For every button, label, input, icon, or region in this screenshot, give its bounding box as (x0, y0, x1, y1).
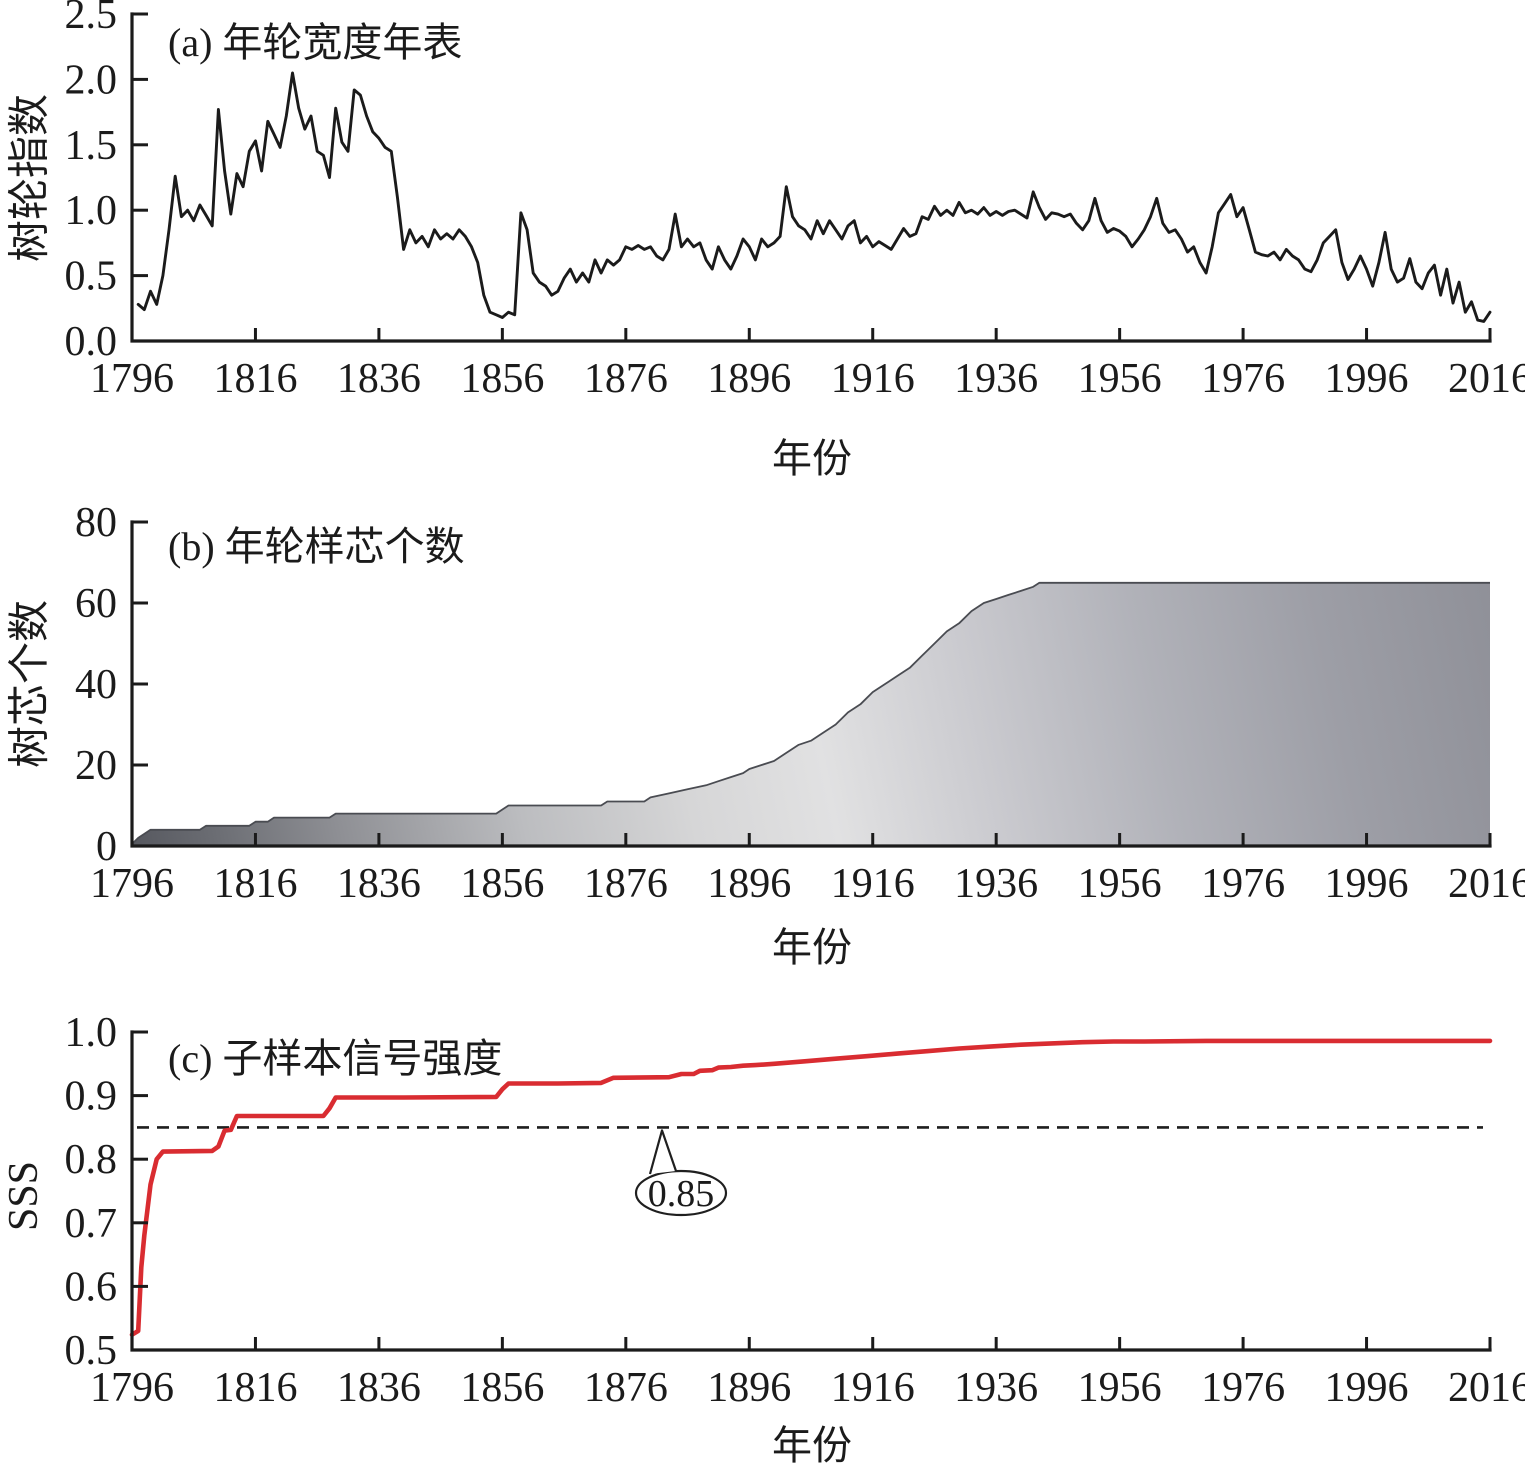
x-tick-label: 1896 (707, 356, 791, 402)
x-tick-label: 1916 (831, 1365, 915, 1411)
x-tick-label: 1796 (90, 356, 174, 402)
y-tick-label: 20 (75, 743, 117, 789)
panel-a-axes (130, 12, 1492, 343)
panel-b-core-count-area (132, 582, 1490, 846)
y-tick-label: 0.0 (65, 319, 118, 365)
y-tick-label: 0 (96, 824, 117, 870)
panel-a-y-axis-title: 树轮指数 (7, 93, 54, 263)
y-tick-label: 1.5 (65, 123, 118, 169)
x-tick-label: 1856 (460, 861, 544, 907)
y-tick-label: 0.6 (65, 1264, 118, 1310)
y-tick-label: 0.5 (65, 1328, 118, 1374)
x-tick-label: 1896 (707, 861, 791, 907)
x-tick-label: 1956 (1078, 356, 1162, 402)
x-tick-label: 1936 (954, 1365, 1038, 1411)
x-tick-label: 1936 (954, 861, 1038, 907)
x-tick-label: 1836 (337, 1365, 421, 1411)
panel-b-y-axis-title: 树芯个数 (7, 599, 54, 769)
x-tick-label: 2016 (1448, 861, 1525, 907)
x-tick-label: 1976 (1201, 861, 1285, 907)
x-tick-label: 1916 (831, 356, 915, 402)
x-tick-label: 1956 (1078, 1365, 1162, 1411)
panel-c-title: (c) 子样本信号强度 (168, 1036, 503, 1081)
x-tick-label: 1876 (584, 861, 668, 907)
panel-b-x-axis-title: 年份 (772, 925, 852, 970)
panel-c-y-axis-title: SSS (1, 1160, 47, 1232)
y-tick-label: 0.9 (65, 1074, 118, 1120)
y-tick-label: 1.0 (65, 1010, 118, 1056)
x-tick-label: 1876 (584, 1365, 668, 1411)
panel-c-axes (130, 1030, 1492, 1352)
x-tick-label: 1996 (1325, 1365, 1409, 1411)
x-tick-label: 1816 (213, 1365, 297, 1411)
x-tick-label: 1836 (337, 861, 421, 907)
y-tick-label: 80 (75, 500, 117, 546)
x-tick-label: 1996 (1325, 861, 1409, 907)
panel-a: 0.0 0.5 1.0 1.5 2.0 2.5 1796 1816 1836 1856 1876 18… (65, 0, 1525, 402)
panel-b-axes (130, 520, 1492, 848)
panel-c: 0.85 0.5 0.6 0.7 0.8 0.9 1.0 1796 1816 1836 1856 18… (65, 1010, 1525, 1411)
x-tick-label: 1936 (954, 356, 1038, 402)
panel-c-series-line (129, 1038, 1493, 1337)
y-tick-label: 2.0 (65, 57, 118, 103)
x-tick-label: 1816 (213, 861, 297, 907)
panel-a-title: (a) 年轮宽度年表 (168, 20, 463, 65)
x-tick-label: 1956 (1078, 861, 1162, 907)
callout-tail (648, 1129, 678, 1175)
x-tick-label: 2016 (1448, 356, 1525, 402)
x-tick-label: 1896 (707, 1365, 791, 1411)
panel-b: 0 20 40 60 80 1796 1816 1836 1856 1876 1896 1916 193… (75, 500, 1525, 907)
y-tick-label: 40 (75, 662, 117, 708)
x-tick-label: 1976 (1201, 1365, 1285, 1411)
panel-a-x-axis-title: 年份 (772, 436, 852, 481)
x-tick-label: 1856 (460, 1365, 544, 1411)
panel-b-area-top-edge (131, 581, 1490, 845)
y-tick-label: 0.5 (65, 254, 118, 300)
x-tick-label: 1816 (213, 356, 297, 402)
x-tick-label: 1836 (337, 356, 421, 402)
y-tick-label: 0.7 (65, 1201, 118, 1247)
x-tick-label: 1796 (90, 861, 174, 907)
x-tick-label: 1876 (584, 356, 668, 402)
y-tick-label: 1.0 (65, 188, 118, 234)
panel-c-x-axis-title: 年份 (772, 1423, 852, 1463)
panel-a-series-line (136, 71, 1492, 323)
y-tick-label: 2.5 (65, 0, 118, 38)
x-tick-label: 1996 (1325, 356, 1409, 402)
x-tick-label: 1856 (460, 356, 544, 402)
x-tick-label: 2016 (1448, 1365, 1525, 1411)
y-tick-label: 60 (75, 581, 117, 627)
threshold-callout: 0.85 (634, 1129, 728, 1217)
y-tick-label: 0.8 (65, 1137, 118, 1183)
x-tick-label: 1976 (1201, 356, 1285, 402)
callout-ellipse (634, 1169, 728, 1217)
x-tick-label: 1916 (831, 861, 915, 907)
x-tick-label: 1796 (90, 1365, 174, 1411)
panel-b-title: (b) 年轮样芯个数 (168, 524, 465, 569)
threshold-value-label: 0.85 (648, 1173, 715, 1215)
